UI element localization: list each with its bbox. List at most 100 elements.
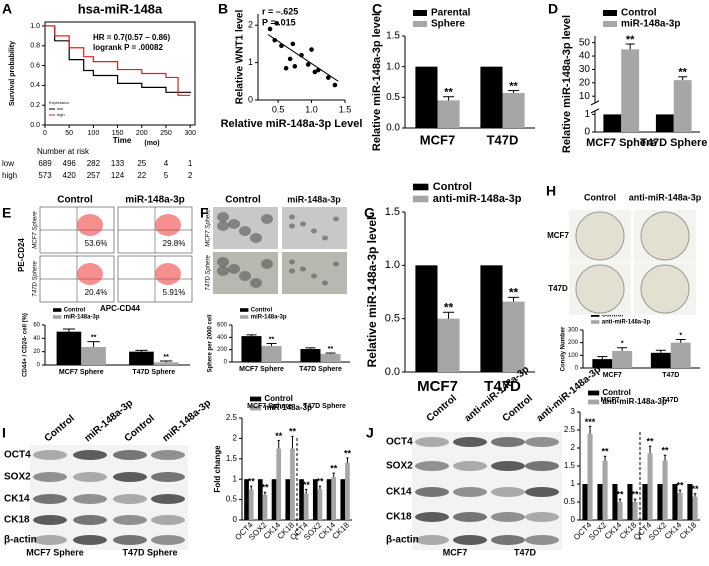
bar bbox=[153, 362, 179, 365]
y-tick-label: 100 bbox=[568, 353, 579, 359]
y-tick-label: 40 bbox=[33, 336, 40, 342]
x-tick-label: MCF7 Sphere bbox=[586, 137, 656, 149]
band bbox=[113, 535, 147, 545]
risk-count: 496 bbox=[63, 159, 77, 168]
x-tick-label: MCF7 bbox=[603, 372, 622, 379]
y-tick-label: 0.5 bbox=[564, 497, 576, 506]
legend-swatch bbox=[53, 315, 62, 319]
band bbox=[73, 515, 107, 525]
protein-label: OCT4 bbox=[4, 450, 31, 461]
bar bbox=[587, 433, 593, 520]
legend-label: Control bbox=[602, 388, 630, 397]
risk-count: 573 bbox=[38, 171, 52, 180]
x-tick-label: T47D bbox=[662, 372, 679, 379]
band bbox=[491, 437, 525, 447]
percent-label: 53.6% bbox=[85, 239, 108, 248]
bar bbox=[612, 484, 618, 520]
band bbox=[151, 472, 185, 482]
sphere bbox=[289, 259, 295, 265]
band bbox=[113, 472, 147, 482]
y-tick-label: 200 bbox=[217, 347, 228, 353]
bar bbox=[673, 80, 692, 132]
bar bbox=[642, 484, 648, 520]
bar bbox=[655, 114, 674, 132]
significance: ** bbox=[444, 300, 454, 314]
x-tick-label: 150 bbox=[112, 130, 124, 137]
y-tick-label: 0.2 bbox=[30, 102, 40, 109]
legend-label: miR-148a-3p bbox=[251, 315, 287, 321]
x-tick-label: 300 bbox=[184, 130, 196, 137]
sphere bbox=[300, 221, 306, 227]
risk-count: 25 bbox=[137, 159, 146, 168]
panel-letter: A bbox=[2, 1, 12, 17]
y-tick-label: 0 bbox=[571, 515, 576, 524]
y-axis-label: Relative WNT1 level bbox=[235, 10, 246, 105]
y-tick-label: 1.0 bbox=[30, 23, 40, 30]
bar bbox=[502, 301, 525, 372]
y-tick-label: 0.5 bbox=[385, 313, 400, 325]
x-axis-label: Time bbox=[113, 136, 132, 145]
x-tick-label: 1.5 bbox=[339, 104, 352, 114]
x-tick-label: T47D bbox=[484, 378, 521, 395]
significance: ** bbox=[626, 34, 635, 46]
percent-label: 5.91% bbox=[163, 288, 186, 297]
bar bbox=[603, 114, 622, 132]
band bbox=[113, 515, 147, 525]
y-tick-label: 2.5 bbox=[564, 425, 576, 434]
panel-letter: J bbox=[366, 425, 374, 441]
y-axis-label: CD44+ / CD24- cell (%) bbox=[23, 313, 29, 377]
axis-label: PE-CD24 bbox=[17, 238, 26, 272]
group-label: T47D bbox=[661, 397, 678, 404]
significance: * bbox=[621, 341, 624, 348]
bar bbox=[303, 493, 309, 520]
y-tick-label: 200 bbox=[568, 340, 579, 346]
bar bbox=[326, 479, 332, 520]
plate bbox=[575, 264, 625, 314]
sphere bbox=[250, 278, 262, 288]
group-label: T47D Sphere bbox=[122, 547, 177, 557]
y-tick-label: 0 bbox=[248, 94, 253, 104]
y-tick-label: 1 bbox=[584, 109, 590, 120]
bar bbox=[290, 448, 295, 520]
y-tick-label: 1.5 bbox=[386, 31, 400, 42]
point bbox=[272, 37, 278, 43]
legend-label: Control bbox=[251, 308, 273, 314]
significance: ** bbox=[316, 477, 324, 487]
bar bbox=[129, 351, 154, 365]
bar bbox=[662, 460, 668, 520]
risk-table-title: Number at risk bbox=[37, 147, 90, 156]
band bbox=[415, 535, 449, 545]
significance: * bbox=[679, 332, 682, 339]
significance: ** bbox=[261, 483, 269, 493]
band bbox=[33, 472, 67, 482]
significance: ** bbox=[275, 431, 283, 441]
significance: ** bbox=[444, 87, 453, 99]
legend-label: anti-miR-148a-3p bbox=[433, 193, 522, 205]
panel-letter: E bbox=[2, 205, 11, 221]
legend-swatch bbox=[413, 195, 429, 203]
protein-label: CK14 bbox=[4, 494, 30, 505]
bar bbox=[299, 479, 304, 520]
band bbox=[415, 487, 449, 497]
legend-swatch bbox=[591, 320, 600, 324]
column-label: Control bbox=[123, 413, 157, 444]
point bbox=[332, 82, 338, 88]
risk-count: 133 bbox=[111, 159, 125, 168]
significance: ** bbox=[328, 346, 334, 353]
row-label: MCF7 Sphere bbox=[33, 211, 39, 249]
bar bbox=[345, 462, 350, 520]
group-label: MCF7 bbox=[443, 547, 468, 557]
legend-label: Control bbox=[264, 394, 292, 403]
bar bbox=[592, 359, 613, 368]
axis-label: APC-CD44 bbox=[100, 304, 141, 313]
legend-label: Parental bbox=[431, 8, 471, 19]
bar bbox=[262, 494, 268, 520]
point bbox=[305, 62, 311, 67]
bar bbox=[612, 350, 633, 368]
row-label: T47D Sphere bbox=[206, 254, 212, 290]
significance: ** bbox=[617, 489, 625, 499]
significance: ** bbox=[509, 80, 518, 92]
bar bbox=[617, 502, 623, 520]
protein-label: CK18 bbox=[4, 515, 30, 526]
